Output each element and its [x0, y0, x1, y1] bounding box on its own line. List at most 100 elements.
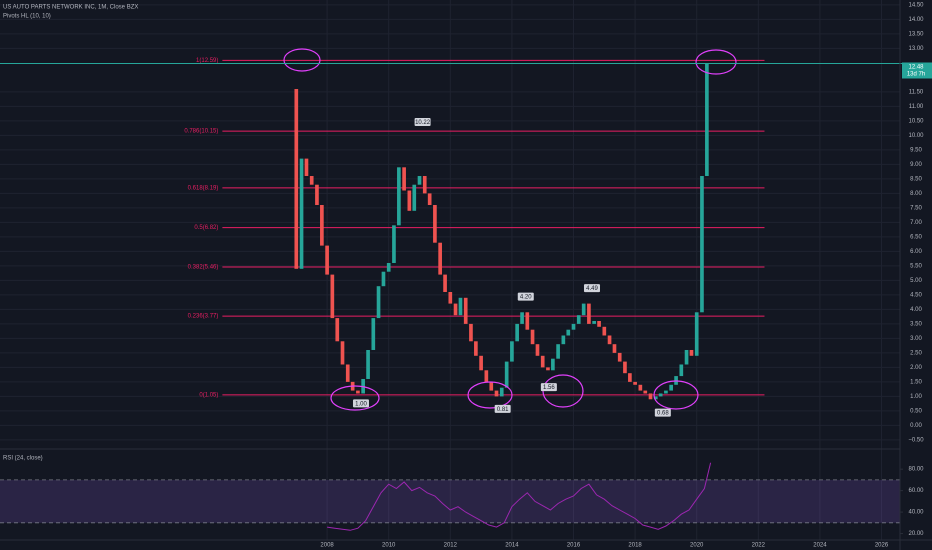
- y-tick-label: 0.50: [910, 408, 922, 414]
- candle: [427, 193, 432, 206]
- candle: [700, 176, 704, 313]
- candle: [443, 274, 447, 292]
- candle: [504, 361, 509, 388]
- candle: [535, 344, 540, 356]
- rsi-title: RSI (24, close): [3, 456, 43, 462]
- x-tick-label: 2012: [444, 543, 458, 549]
- y-tick-label: 1.00: [910, 394, 922, 400]
- candle: [417, 176, 422, 185]
- x-tick-label: 2018: [628, 543, 642, 549]
- fib-levels: 1(12.59) 0.786(10.15) 0.618(8.19) 0.5(6.82)…: [184, 58, 765, 399]
- candle: [694, 312, 699, 356]
- fib-label: 0.5(6.82): [194, 225, 218, 231]
- fib-label: 0.382(5.46): [188, 265, 219, 271]
- y-tick-label: 8.00: [910, 191, 922, 197]
- countdown-label: 13d 7h: [907, 72, 925, 78]
- y-tick-label: 11.00: [909, 104, 924, 110]
- drawing-ellipse: [695, 49, 737, 75]
- candle: [458, 297, 463, 316]
- y-tick-label: 4.50: [910, 292, 922, 298]
- pivot-box: [352, 399, 369, 408]
- y-tick-label: 4.00: [910, 307, 922, 313]
- y-tick-label: 14.00: [908, 17, 924, 23]
- pivot-box: [540, 383, 557, 392]
- candle: [638, 384, 643, 391]
- y-tick-label: 13.50: [908, 32, 924, 38]
- x-tick-label: 2026: [875, 543, 889, 549]
- candle: [669, 384, 673, 391]
- y-tick-label: 13.00: [908, 46, 924, 52]
- y-tick-label: −0.50: [908, 437, 924, 443]
- pivot-box: [414, 118, 431, 127]
- y-tick-label: 7.00: [910, 220, 922, 226]
- candle: [612, 344, 617, 353]
- y-tick-label: 9.00: [910, 162, 922, 168]
- candle: [340, 341, 345, 365]
- candle: [520, 312, 524, 324]
- candle: [489, 381, 494, 391]
- candle: [479, 355, 483, 371]
- candle: [664, 390, 668, 394]
- candle: [658, 393, 663, 397]
- y-tick-label: 5.00: [910, 278, 922, 284]
- candle: [643, 390, 648, 394]
- x-tick-label: 2022: [752, 543, 766, 549]
- candle: [356, 390, 360, 394]
- indicator-title: Pivots HL (10, 10): [3, 14, 51, 20]
- drawing-ellipse: [283, 48, 321, 72]
- candle: [551, 358, 555, 371]
- pivot-label: 0.81: [497, 407, 509, 413]
- candle: [705, 63, 709, 177]
- pivot-box: [583, 284, 600, 293]
- x-tick-label: 2016: [567, 543, 581, 549]
- candle: [679, 364, 684, 377]
- candle: [376, 286, 381, 319]
- candle: [607, 335, 612, 345]
- candle: [689, 349, 694, 356]
- candle: [412, 184, 417, 211]
- candle: [309, 176, 314, 185]
- candle: [571, 323, 576, 330]
- candle: [448, 291, 453, 304]
- drawing-ellipse: [330, 385, 380, 411]
- candle: [525, 312, 530, 330]
- candle: [484, 370, 489, 382]
- candles: [294, 63, 709, 400]
- candle: [453, 303, 458, 316]
- fib-label: 0.236(3.77): [188, 314, 219, 320]
- x-tick-label: 2010: [382, 543, 396, 549]
- candle: [397, 167, 401, 226]
- y-tick-label: 2.50: [910, 350, 922, 356]
- candle: [510, 341, 514, 362]
- y-tick-label: 9.50: [910, 147, 922, 153]
- candle: [494, 390, 499, 397]
- candle: [617, 352, 622, 362]
- candle: [515, 323, 519, 342]
- candle: [499, 387, 504, 397]
- y-tick-label: 3.00: [910, 336, 922, 342]
- candle: [463, 297, 468, 324]
- x-tick-label: 2008: [320, 543, 334, 549]
- candle: [320, 205, 324, 246]
- candle: [648, 393, 653, 400]
- x-tick-label: 2020: [690, 543, 704, 549]
- candle: [366, 349, 370, 379]
- pivot-label: 0.68: [657, 411, 669, 417]
- last-price-badge: [902, 62, 932, 79]
- pivot-label: 1.56: [543, 385, 555, 391]
- candle: [438, 242, 442, 275]
- candle: [294, 89, 299, 269]
- y-tick-label: 3.50: [910, 321, 922, 327]
- candle: [684, 349, 689, 365]
- x-tick-label: 2024: [813, 543, 827, 549]
- candle: [561, 335, 566, 345]
- y-tick-label: 2.00: [910, 365, 922, 371]
- y-tick-label: 14.50: [908, 3, 924, 9]
- candle: [299, 158, 304, 269]
- pivot-box: [654, 408, 671, 417]
- pivot-box: [494, 404, 511, 413]
- drawing-ellipse: [467, 381, 513, 409]
- candle: [633, 381, 637, 385]
- candle: [597, 320, 601, 327]
